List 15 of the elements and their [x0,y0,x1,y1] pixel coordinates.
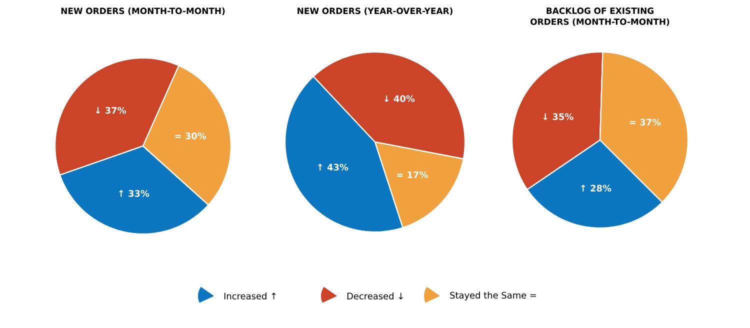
data-label: = 17% [397,171,428,178]
chart-title: BACKLOG OF EXISTING ORDERS (MONTH-TO-MONTH) [530,8,670,26]
chart-title: NEW ORDERS (MONTH-TO-MONTH) [61,8,225,16]
data-label: ↑ 43% [318,164,348,171]
data-label: = 37% [630,118,661,126]
data-label: ↓ 35% [543,113,574,120]
legend-label: Stayed the Same = [450,292,536,300]
data-label: ↑ 33% [119,190,150,197]
chart-title: NEW ORDERS (YEAR-OVER-YEAR) [298,8,452,16]
data-label: = 30% [175,132,206,140]
legend-label: Increased ↑ [224,292,276,300]
data-label: ↑ 28% [581,184,612,192]
data-label: ↓ 40% [384,95,415,102]
legend-label: Decreased ↓ [347,292,403,300]
data-label: ↓ 37% [96,106,126,114]
